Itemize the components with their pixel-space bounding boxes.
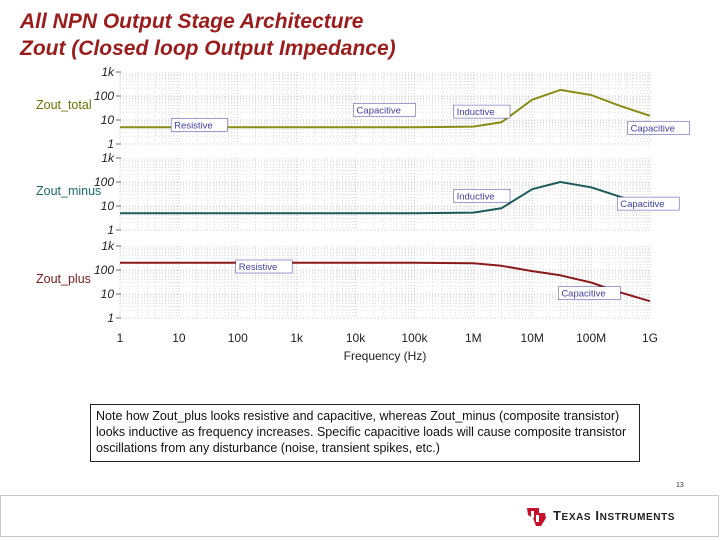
annotation-box: [353, 103, 416, 117]
x-tick-label: 10: [172, 331, 186, 345]
y-tick-label: 100: [94, 263, 114, 277]
annotation-label: Resistive: [174, 120, 213, 131]
panel-label: Zout_total: [36, 98, 92, 112]
annotation-box: [558, 286, 621, 300]
y-tick-label: 10: [101, 113, 115, 127]
y-tick-label: 100: [94, 175, 114, 189]
ti-logo-icon: [527, 508, 546, 526]
annotation-label: Capacitive: [620, 199, 664, 210]
panel-label: Zout_minus: [36, 184, 101, 198]
annotation-box: [616, 196, 680, 211]
y-tick-label: 10: [101, 287, 115, 301]
x-axis-label: Frequency (Hz): [344, 349, 427, 363]
x-tick-label: 1: [117, 331, 124, 345]
slide-title-line2: Zout (Closed loop Output Impedance): [20, 37, 396, 60]
x-tick-label: 100k: [401, 331, 428, 345]
x-tick-label: 100M: [576, 331, 606, 345]
x-tick-label: 100: [228, 331, 248, 345]
x-tick-label: 10k: [346, 331, 366, 345]
annotation-label: Capacitive: [631, 124, 675, 135]
panel-label: Zout_plus: [36, 272, 91, 286]
x-tick-label: 1k: [290, 331, 304, 345]
ti-wordmark: TEXAS INSTRUMENTS: [553, 508, 675, 523]
annotation-box: [453, 189, 511, 203]
y-tick-label: 100: [94, 89, 114, 103]
annotation-box: [235, 259, 293, 274]
impedance-chart: 1k 100 10 1 Zout_total Resistive Capacitive Ind…: [36, 65, 690, 363]
y-tick-label: 1k: [101, 151, 115, 165]
annotation-box: [627, 121, 690, 135]
brand-name-part1: TEXAS: [553, 508, 592, 523]
y-tick-label: 1k: [101, 65, 115, 79]
annotation-box: [170, 118, 228, 132]
annotation-label: Inductive: [457, 107, 495, 118]
slide-title-line1: All NPN Output Stage Architecture: [20, 10, 364, 33]
x-tick-label: 10M: [521, 331, 544, 345]
annotation-label: Capacitive: [357, 105, 401, 116]
x-tick-label: 1G: [642, 331, 658, 345]
x-tick-label: 1M: [465, 331, 482, 345]
y-tick-label: 1k: [101, 239, 115, 253]
annotation-label: Capacitive: [561, 289, 605, 300]
series-line-zout-total: [120, 88, 651, 129]
annotation-label: Inductive: [457, 191, 495, 202]
series-line-zout-minus: [120, 181, 651, 215]
annotation-label: Resistive: [239, 262, 278, 273]
y-tick-label: 1: [107, 311, 114, 325]
note-box: Note how Zout_plus looks resistive and c…: [90, 404, 640, 462]
footer-bar: [0, 495, 719, 537]
y-tick-label: 1: [107, 223, 114, 237]
slide-number: 13: [676, 482, 684, 489]
annotation-box: [453, 104, 511, 119]
y-tick-label: 10: [101, 199, 115, 213]
brand-name-part2: INSTRUMENTS: [595, 508, 676, 523]
y-tick-label: 1: [107, 137, 114, 151]
